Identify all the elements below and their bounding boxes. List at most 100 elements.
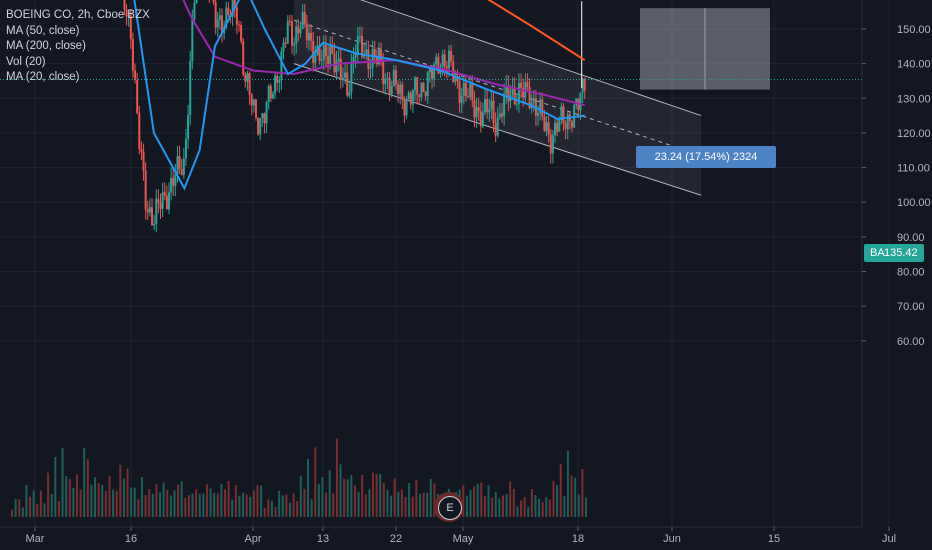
volume-bar [25, 485, 28, 517]
price-axis: 60.00 70.00 80.00 90.00 100.00 110.00 120.00 13… [861, 0, 931, 527]
volume-bar [530, 489, 533, 517]
volume-bar [476, 483, 479, 517]
channel-upper-line [359, 0, 702, 117]
candle-body [560, 106, 563, 121]
candle-body [278, 80, 281, 83]
volume-bar [299, 475, 302, 517]
volume-bar [274, 507, 277, 517]
candle-body [488, 108, 491, 113]
volume-bar [328, 470, 331, 517]
volume-bar [566, 450, 569, 517]
volume-bar [538, 498, 541, 517]
ma-line [182, 0, 585, 107]
price-tick-label: 80.00 [897, 267, 925, 279]
candlesticks [123, 0, 586, 233]
candle-body [295, 26, 298, 44]
candle-body [354, 54, 357, 58]
candle-body [235, 7, 238, 25]
volume-bar [187, 495, 190, 517]
candle-body [462, 82, 465, 96]
volume-bar [473, 486, 476, 517]
candle-body [539, 99, 542, 113]
volume-bar [209, 488, 212, 517]
price-tick-label: 60.00 [897, 336, 925, 348]
candle-body [165, 195, 168, 210]
price-tick-label: 150.00 [897, 24, 931, 36]
channel-fill [293, 0, 702, 196]
candle-body [414, 77, 417, 91]
volume-bar [469, 489, 472, 517]
candle-body [178, 156, 181, 170]
candle-body [159, 203, 162, 209]
candle-body [467, 96, 470, 98]
candle-body [426, 72, 429, 97]
candle-body [473, 100, 476, 118]
candle-body [507, 85, 510, 102]
candle-body [583, 78, 586, 91]
candle-body [348, 92, 351, 96]
candle-body [554, 122, 557, 136]
candle-body [254, 99, 257, 118]
candle-body [151, 207, 154, 226]
candle-body [484, 99, 487, 113]
time-axis: Mar 16 Apr 13 22 May 18 Jun 15 Jul [0, 526, 896, 545]
candle-body [492, 100, 495, 123]
volume-bar [11, 509, 13, 517]
volume-bar [335, 438, 338, 517]
volume-bar [79, 489, 82, 517]
candle-body [227, 7, 230, 16]
candle-body [214, 1, 217, 28]
candle-body [327, 56, 330, 64]
legend-ma20[interactable]: MA (20, close) [6, 71, 80, 83]
volume-bar [184, 498, 187, 517]
candle-body [528, 87, 531, 109]
candle-body [286, 20, 289, 44]
candle-body [240, 24, 243, 42]
candle-body [301, 12, 304, 30]
candle-body [464, 82, 467, 97]
candle-body [443, 54, 446, 67]
candle-body [390, 85, 393, 95]
legend-vol[interactable]: Vol (20) [6, 55, 46, 68]
candle-body [500, 113, 503, 117]
candle-body [305, 23, 308, 41]
volume-bar [523, 497, 526, 517]
candle-body [361, 36, 364, 57]
volume-bar [112, 489, 115, 517]
earnings-marker[interactable]: E [438, 496, 462, 520]
candle-body [148, 207, 151, 213]
volume-bar [556, 484, 559, 517]
volume-bar [462, 485, 465, 517]
candle-body [195, 0, 198, 3]
volume-bar [86, 459, 89, 517]
candle-body [558, 120, 561, 132]
candle-body [242, 41, 245, 75]
volume-bar [386, 489, 389, 517]
legend-ma200[interactable]: MA (200, close) [6, 40, 86, 52]
candle-body [454, 76, 457, 82]
volume-bar [512, 488, 515, 517]
candle-body [428, 67, 431, 73]
volume-bar [57, 500, 60, 517]
price-tag-value: 135.42 [884, 247, 918, 259]
volume-bar [162, 482, 165, 517]
volume-bar [296, 501, 299, 517]
volume-bar [339, 464, 342, 517]
candle-body [320, 59, 323, 61]
candle-body [515, 103, 518, 105]
legend-ma50[interactable]: MA (50, close) [6, 24, 80, 37]
volume-bar [501, 495, 504, 517]
candle-body [352, 57, 355, 64]
volume-bar [220, 483, 223, 517]
volume-bar [415, 479, 418, 517]
candle-body [248, 73, 251, 95]
symbol-title[interactable]: BOEING CO, 2h, Cboe BZX [6, 9, 150, 21]
candle-body [433, 64, 436, 79]
candle-body [167, 192, 170, 210]
volume-bar [379, 473, 382, 517]
volume-bar [245, 494, 248, 517]
volume-bar [151, 493, 154, 517]
volume-bar [314, 447, 317, 517]
candle-body [142, 151, 145, 171]
